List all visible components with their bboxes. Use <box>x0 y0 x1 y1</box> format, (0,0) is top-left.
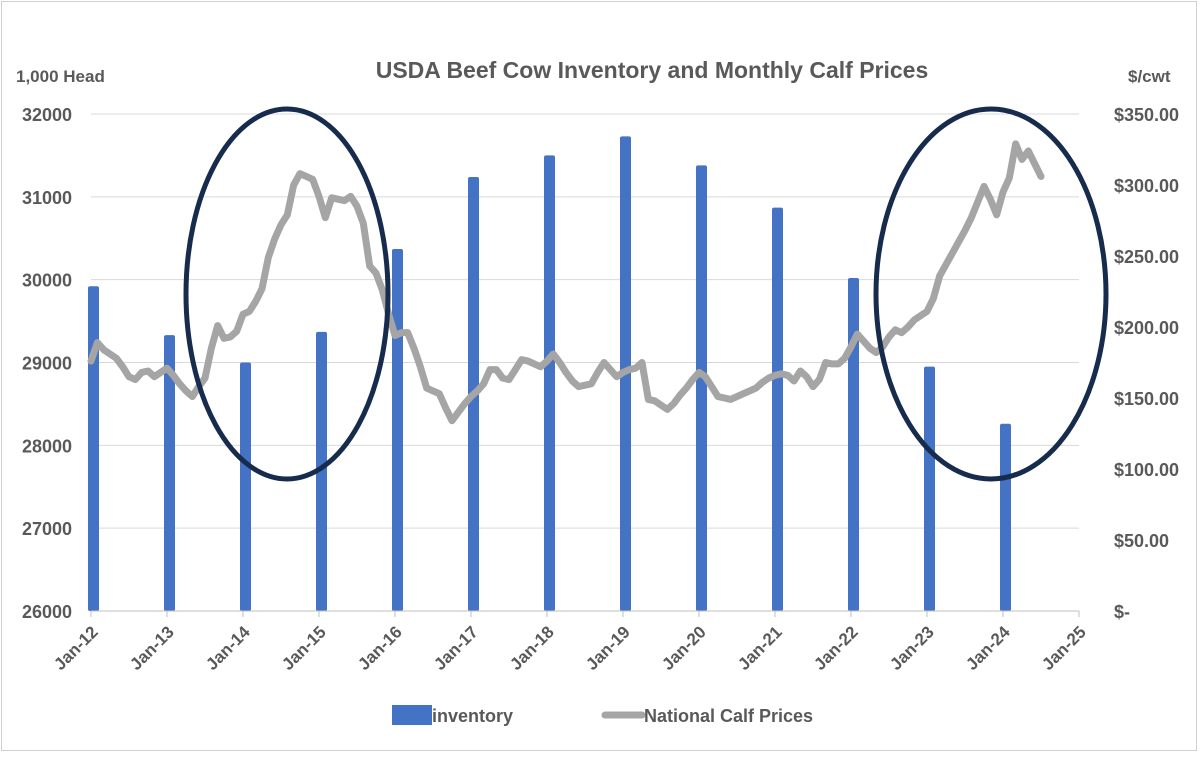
right-tick-label: $300.00 <box>1114 176 1179 196</box>
legend: inventory National Calf Prices <box>392 705 813 726</box>
left-tick-label: 30000 <box>22 271 72 291</box>
bar-inventory <box>696 165 707 611</box>
right-tick-label: $100.00 <box>1114 460 1179 480</box>
left-tick-label: 31000 <box>22 188 72 208</box>
legend-label-calf-prices: National Calf Prices <box>644 706 813 726</box>
left-tick-label: 26000 <box>22 602 72 622</box>
bar-inventory <box>1000 424 1011 611</box>
right-tick-label: $250.00 <box>1114 247 1179 267</box>
x-tick-label: Jan-22 <box>810 622 862 674</box>
left-tick-label: 28000 <box>22 436 72 456</box>
bar-inventory <box>924 367 935 611</box>
x-tick-label: Jan-20 <box>658 622 710 674</box>
x-tick-label: Jan-18 <box>506 622 558 674</box>
bar-inventory <box>772 208 783 611</box>
x-tick-label: Jan-12 <box>50 622 102 674</box>
x-tick-label: Jan-19 <box>582 622 634 674</box>
legend-swatch-inventory <box>392 705 432 725</box>
left-tick-label: 32000 <box>22 105 72 125</box>
x-tick-label: Jan-15 <box>278 622 330 674</box>
bar-inventory <box>88 286 99 611</box>
x-tick-label: Jan-16 <box>354 622 406 674</box>
x-tick-label: Jan-17 <box>430 622 482 674</box>
x-tick-label: Jan-25 <box>1038 622 1090 674</box>
legend-label-inventory: inventory <box>432 706 513 726</box>
right-tick-label: $350.00 <box>1114 105 1179 125</box>
x-tick-label: Jan-24 <box>962 622 1014 674</box>
right-tick-label: $- <box>1114 602 1130 622</box>
bar-inventory <box>544 155 555 611</box>
chart-title: USDA Beef Cow Inventory and Monthly Calf… <box>376 57 929 83</box>
left-tick-label: 27000 <box>22 519 72 539</box>
left-tick-label: 29000 <box>22 354 72 374</box>
bar-inventory <box>392 249 403 611</box>
x-tick-label: Jan-23 <box>886 622 938 674</box>
annotation-ellipse-left <box>186 109 388 479</box>
right-axis-label: $/cwt <box>1128 67 1171 86</box>
right-tick-label: $50.00 <box>1114 531 1169 551</box>
right-tick-label: $200.00 <box>1114 318 1179 338</box>
left-axis-label: 1,000 Head <box>16 67 105 86</box>
x-tick-label: Jan-14 <box>202 622 254 674</box>
x-tick-label: Jan-13 <box>126 622 178 674</box>
bar-inventory <box>240 363 251 612</box>
bar-inventory <box>848 278 859 611</box>
x-tick-label: Jan-21 <box>734 622 786 674</box>
right-tick-label: $150.00 <box>1114 389 1179 409</box>
annotation-ellipse-right <box>876 109 1106 479</box>
